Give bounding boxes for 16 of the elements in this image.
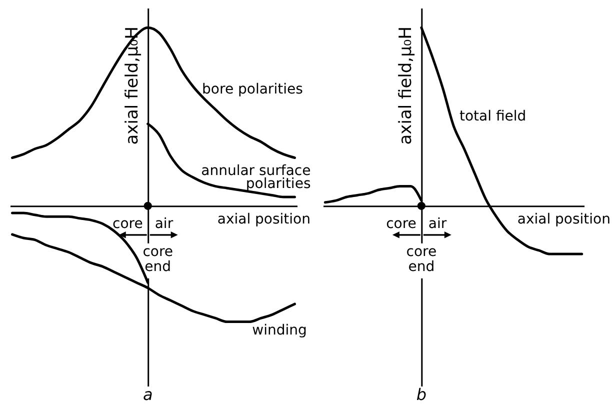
series-label: total field: [460, 108, 526, 125]
series-label: winding: [252, 322, 307, 339]
annotation: core end: [142, 244, 174, 275]
y-axis-title: axial field,μ₀H: [122, 26, 142, 145]
text: a: [142, 385, 153, 404]
text: b: [416, 385, 426, 404]
annotation: core: [112, 216, 143, 232]
annotation: core end: [406, 244, 437, 275]
annotation: air: [428, 216, 447, 232]
series-label: bore polarities: [202, 81, 303, 98]
annotation: core: [386, 216, 416, 232]
annotation: air: [154, 216, 174, 232]
x-axis-title: axial position: [517, 211, 610, 228]
y-axis-title: axial field,μ₀H: [396, 26, 416, 145]
x-axis-title: axial position: [217, 211, 310, 228]
series-label: annular surface polarities: [201, 163, 311, 192]
